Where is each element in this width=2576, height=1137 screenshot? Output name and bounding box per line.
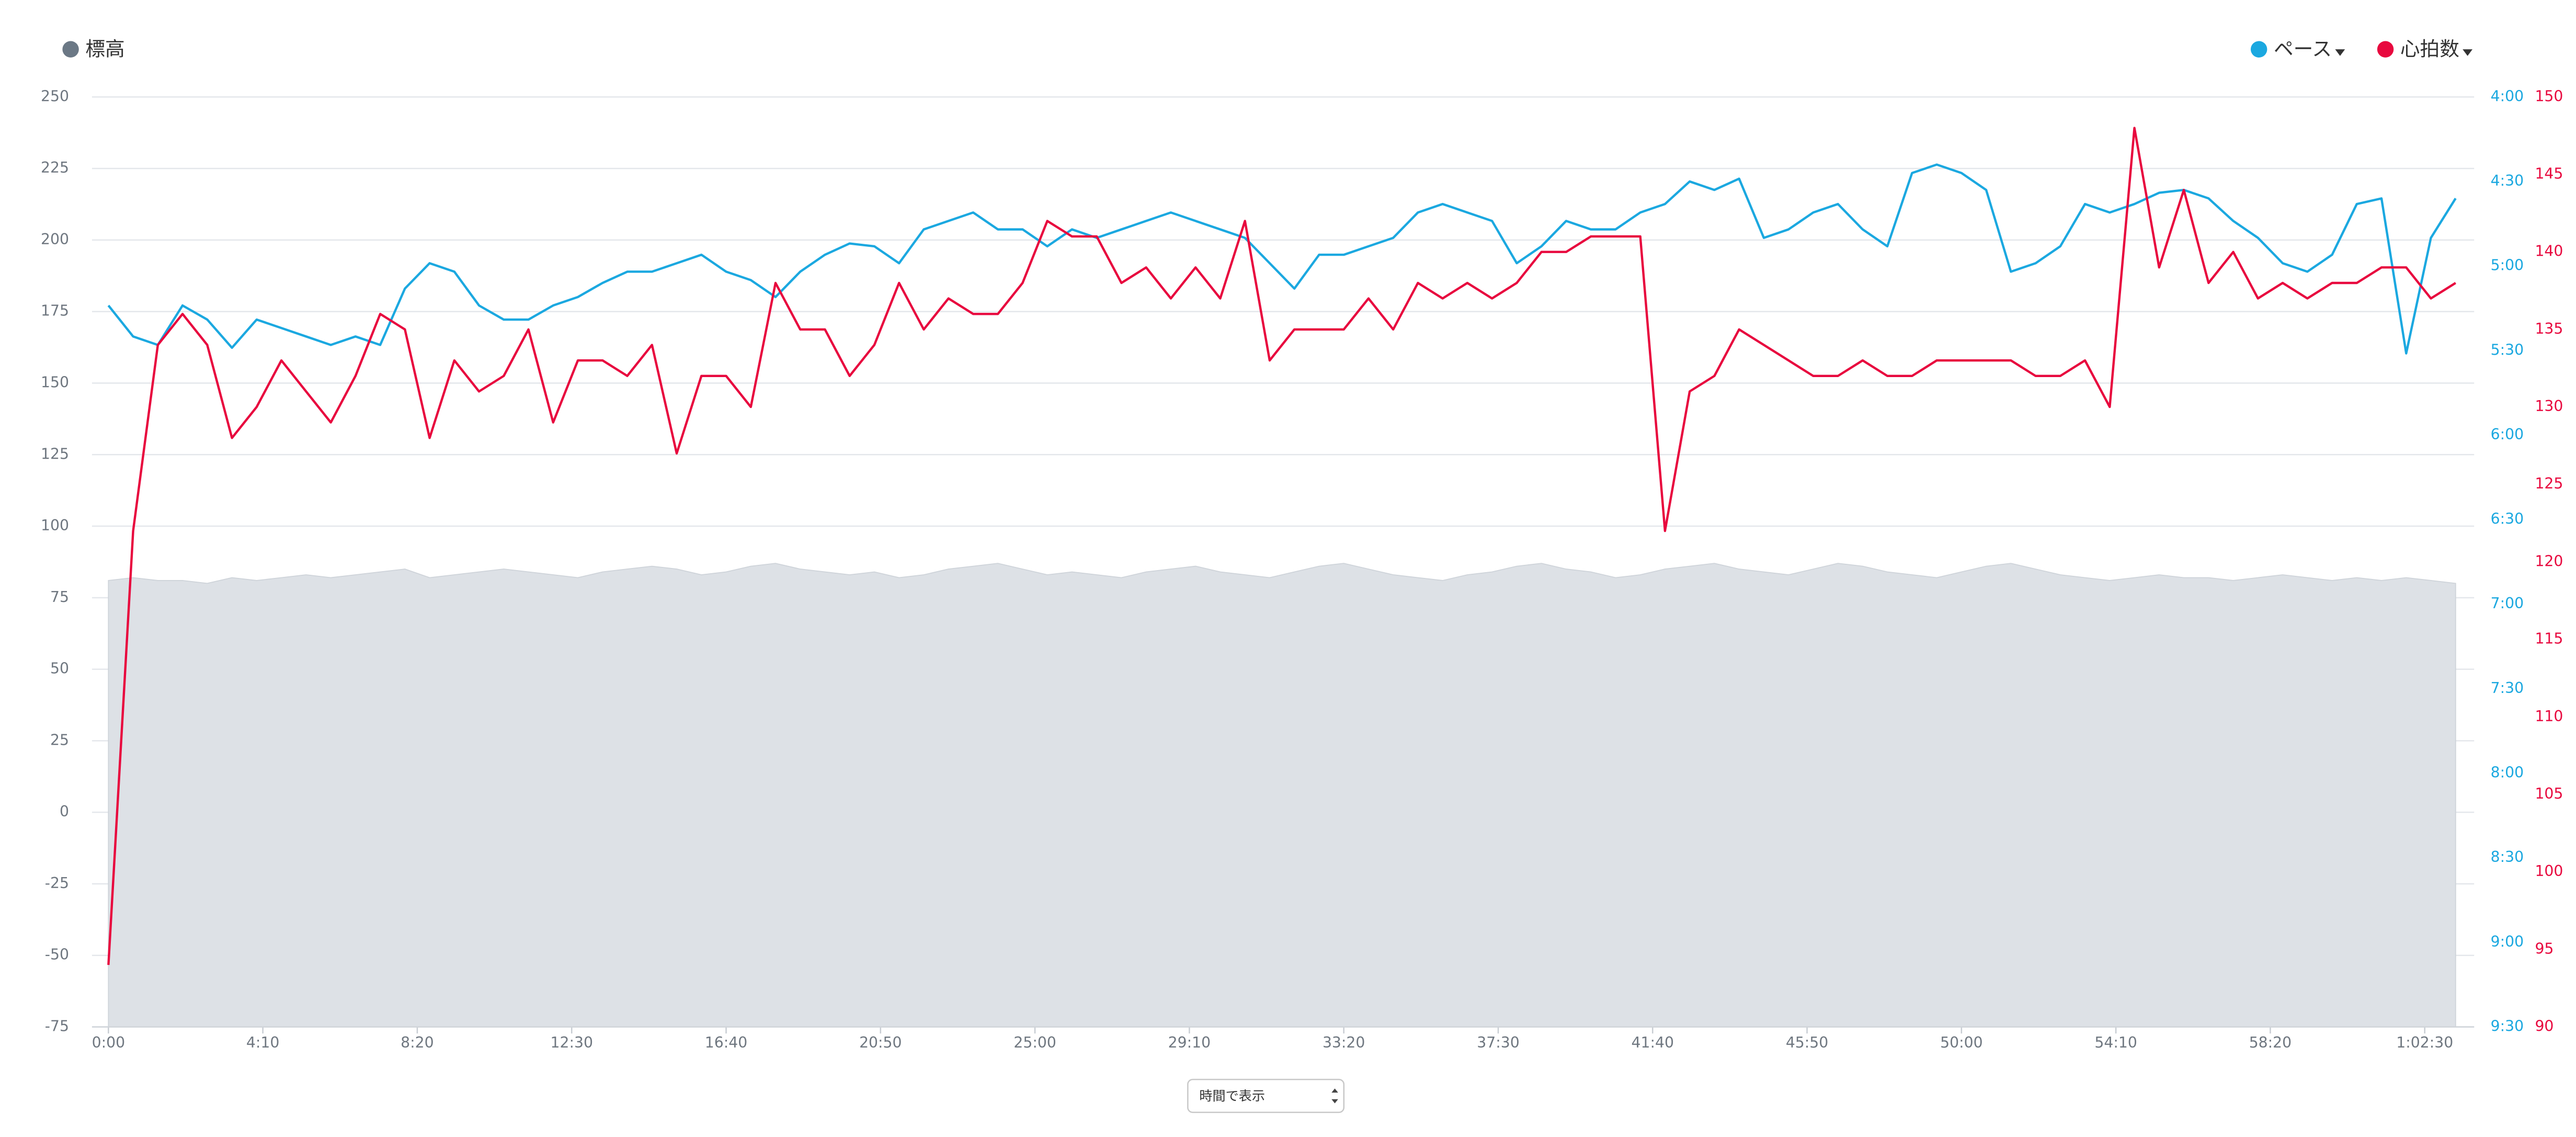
y2-tick-label: 5:00 [2491, 257, 2524, 274]
y-tick-label: 50 [50, 660, 69, 677]
y2-tick-label: 4:30 [2491, 172, 2524, 189]
y2-tick-label: 6:00 [2491, 426, 2524, 443]
y3-tick-label: 150 [2535, 87, 2563, 105]
y-tick-label: 150 [41, 373, 69, 391]
y3-tick-label: 115 [2535, 630, 2563, 647]
x-tick-label: 4:10 [246, 1034, 279, 1051]
y3-tick-label: 105 [2535, 785, 2563, 802]
x-tick-label: 0:00 [92, 1034, 125, 1051]
view-select[interactable]: 時間で表示 [1187, 1078, 1345, 1113]
x-tick-label: 58:20 [2249, 1034, 2292, 1051]
x-tick-label: 54:10 [2094, 1034, 2137, 1051]
y2-tick-label: 9:30 [2491, 1018, 2524, 1035]
legend-dot [2377, 41, 2394, 58]
x-tick-label: 20:50 [859, 1034, 902, 1051]
y-tick-label: 225 [41, 159, 69, 176]
y3-tick-label: 90 [2535, 1018, 2554, 1035]
x-tick-label: 1:02:30 [2396, 1034, 2453, 1051]
legend-label: ペース [2274, 37, 2332, 60]
legend-dot [2250, 41, 2267, 58]
y-tick-label: 25 [50, 731, 69, 748]
x-tick-label: 25:00 [1013, 1034, 1056, 1051]
y3-tick-label: 100 [2535, 862, 2563, 880]
y3-tick-label: 125 [2535, 475, 2563, 492]
x-tick-label: 41:40 [1632, 1034, 1674, 1051]
y3-tick-label: 130 [2535, 397, 2563, 415]
legend-label: 標高 [85, 37, 124, 60]
y-tick-label: 250 [41, 87, 69, 105]
x-tick-label: 33:20 [1323, 1034, 1365, 1051]
legend-caret [2335, 49, 2345, 56]
y-tick-label: -50 [45, 946, 69, 963]
x-tick-label: 16:40 [705, 1034, 747, 1051]
x-tick-label: 12:30 [550, 1034, 592, 1051]
y3-tick-label: 145 [2535, 165, 2563, 183]
legend-right: ペース 心拍数 [2250, 37, 2473, 60]
select-box[interactable] [1187, 1078, 1345, 1113]
y2-tick-label: 4:00 [2491, 87, 2524, 105]
x-tick-label: 45:50 [1786, 1034, 1828, 1051]
x-tick-label: 50:00 [1940, 1034, 1982, 1051]
x-tick-label: 8:20 [401, 1034, 434, 1051]
y-tick-label: 175 [41, 302, 69, 320]
series-line [107, 127, 2456, 965]
y2-tick-label: 8:30 [2491, 848, 2524, 866]
series-line [107, 163, 2457, 355]
legend-left: 標高 [62, 37, 125, 60]
y-tick-label: 100 [41, 517, 69, 534]
legend-caret [2463, 49, 2473, 56]
x-tick-label: 37:30 [1477, 1034, 1519, 1051]
y2-tick-label: 7:30 [2491, 679, 2524, 697]
y3-tick-label: 135 [2535, 320, 2563, 337]
y2-tick-label: 9:00 [2491, 933, 2524, 950]
y2-tick-label: 8:00 [2491, 764, 2524, 781]
y-tick-label: 0 [60, 803, 69, 820]
y-tick-label: -25 [45, 874, 69, 892]
elevation-area [108, 563, 2456, 1028]
y3-tick-label: 140 [2535, 243, 2563, 260]
y-tick-label: -75 [45, 1018, 69, 1035]
y3-tick-label: 120 [2535, 552, 2563, 570]
y-tick-label: 200 [41, 231, 69, 248]
y3-tick-label: 95 [2535, 940, 2554, 957]
x-tick-label: 29:10 [1168, 1034, 1211, 1051]
y-tick-label: 125 [41, 445, 69, 462]
legend-dot [62, 41, 79, 58]
y2-tick-label: 6:30 [2491, 510, 2524, 528]
y2-tick-label: 7:00 [2491, 595, 2524, 612]
y3-tick-label: 110 [2535, 708, 2563, 725]
y-tick-label: 75 [50, 588, 69, 606]
y2-tick-label: 5:30 [2491, 341, 2524, 358]
legend-label: 心拍数 [2400, 37, 2459, 60]
select-arrows [1331, 1088, 1338, 1104]
select-text[interactable]: 時間で表示 [1199, 1088, 1265, 1104]
